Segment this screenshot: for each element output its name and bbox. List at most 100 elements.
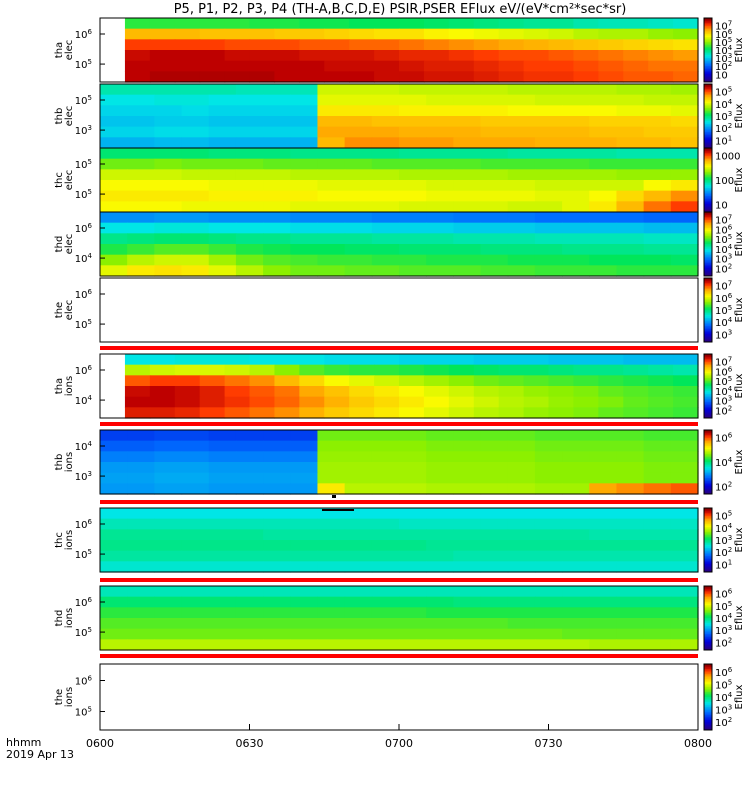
colorbar-swatch <box>704 37 712 40</box>
heatmap-cell <box>399 126 427 138</box>
heatmap-cell <box>154 440 183 452</box>
colorbar-swatch <box>704 154 712 157</box>
colorbar-swatch <box>704 645 712 648</box>
colorbar-swatch <box>704 602 712 605</box>
colorbar-swatch <box>704 45 712 48</box>
colorbar-swatch <box>704 66 712 69</box>
colorbar-swatch <box>704 597 712 600</box>
heatmap-cell <box>670 550 699 562</box>
heatmap-cell <box>589 265 618 277</box>
heatmap-cell <box>448 407 475 419</box>
heatmap-cell <box>199 396 226 408</box>
panel-ylabel: ions <box>64 530 75 550</box>
colorbar-swatch <box>704 78 712 81</box>
heatmap-cell <box>249 60 276 72</box>
heatmap-cell <box>208 180 237 192</box>
heatmap-cell <box>426 472 454 484</box>
heatmap-cell <box>670 596 699 608</box>
colorbar-frame <box>703 211 713 277</box>
colorbar-swatch <box>704 215 712 218</box>
heatmap-cell <box>299 364 325 376</box>
heatmap-cell <box>648 386 674 398</box>
heatmap-cell <box>426 596 454 608</box>
heatmap-cell <box>399 396 425 408</box>
colorbar-swatch <box>704 484 712 487</box>
heatmap-cell <box>589 586 618 598</box>
heatmap-cell <box>453 440 482 452</box>
heatmap-cell <box>299 39 325 51</box>
colorbar-tick-label: 103 <box>715 110 732 123</box>
heatmap-cell <box>616 137 645 149</box>
heatmap-cell <box>589 561 618 573</box>
heatmap-cell <box>371 561 400 573</box>
heatmap-cell <box>154 126 183 138</box>
heatmap-cell <box>199 60 226 72</box>
heatmap-cell <box>562 126 590 138</box>
heatmap-cell <box>274 71 300 83</box>
heatmap-cell <box>507 190 536 202</box>
heatmap-cell <box>616 550 645 562</box>
heatmap-cell <box>507 451 536 463</box>
heatmap-cell <box>399 407 425 419</box>
colorbar-swatch <box>704 196 712 199</box>
heatmap-cell <box>181 628 210 640</box>
heatmap-cell <box>507 618 536 630</box>
heatmap-cell <box>100 84 128 96</box>
heatmap-cell <box>623 71 649 83</box>
heatmap-cell <box>208 440 237 452</box>
colorbar-swatch <box>704 682 712 685</box>
heatmap-cell <box>208 639 237 651</box>
colorbar-swatch <box>704 221 712 224</box>
colorbar-swatch <box>704 264 712 267</box>
colorbar-swatch <box>704 67 712 70</box>
heatmap-cell <box>374 364 400 376</box>
heatmap-cell <box>154 212 183 224</box>
heatmap-cell <box>548 354 575 366</box>
heatmap-cell <box>154 180 183 192</box>
heatmap-cell <box>299 386 325 398</box>
heatmap-cell <box>154 244 183 256</box>
heatmap-cell <box>480 451 509 463</box>
colorbar-swatch <box>704 379 712 382</box>
heatmap-cell <box>263 596 291 608</box>
heatmap-cell <box>371 244 400 256</box>
heatmap-cell <box>643 472 672 484</box>
heatmap-cell <box>208 212 237 224</box>
colorbar-tick-label: 104 <box>715 456 733 469</box>
heatmap-cell <box>616 518 645 530</box>
heatmap-cell <box>616 628 645 640</box>
heatmap-cell <box>643 628 672 640</box>
heatmap-cell <box>399 518 427 530</box>
heatmap-cell <box>453 84 482 96</box>
colorbar-swatch <box>704 541 712 544</box>
colorbar-swatch <box>704 678 712 681</box>
heatmap-cell <box>534 254 563 266</box>
colorbar-swatch <box>704 311 712 314</box>
heatmap-cell <box>374 396 400 408</box>
heatmap-cell <box>290 518 319 530</box>
heatmap-cell <box>562 148 590 160</box>
heatmap-cell <box>371 169 400 181</box>
heatmap-cell <box>616 201 645 213</box>
heatmap-cell <box>274 364 300 376</box>
heatmap-cell <box>324 39 350 51</box>
colorbar-swatch <box>704 478 712 481</box>
heatmap-cell <box>534 105 563 117</box>
heatmap-cell <box>399 364 425 376</box>
panel-frame <box>99 277 699 343</box>
colorbar-swatch <box>704 450 712 453</box>
heatmap-cell <box>616 472 645 484</box>
x-tick-label: 0730 <box>535 737 563 750</box>
colorbar-swatch <box>704 411 712 414</box>
heatmap-cell <box>507 158 536 170</box>
heatmap-cell <box>208 483 237 495</box>
heatmap-cell <box>426 628 454 640</box>
heatmap-cell <box>643 639 672 651</box>
heatmap-cell <box>149 71 176 83</box>
colorbar-swatch <box>704 210 712 213</box>
heatmap-cell <box>154 222 183 234</box>
heatmap-cell <box>100 233 128 245</box>
colorbar-swatch <box>704 152 712 155</box>
heatmap-cell <box>426 508 454 520</box>
heatmap-cell <box>154 550 183 562</box>
